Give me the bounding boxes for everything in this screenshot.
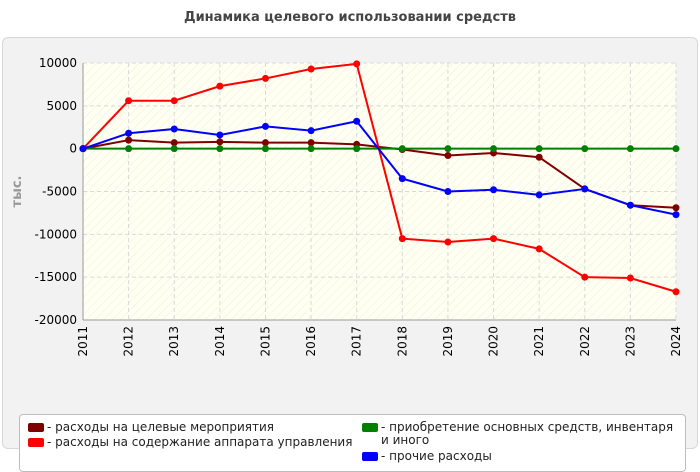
y-tick-label: -5000 — [42, 185, 77, 199]
x-tick-label: 2020 — [487, 326, 501, 357]
data-point — [307, 127, 315, 135]
data-point — [307, 65, 315, 73]
legend-swatch-3 — [362, 423, 378, 432]
data-point — [261, 145, 269, 153]
data-point — [535, 191, 543, 199]
data-point — [581, 185, 589, 193]
legend-swatch-4 — [362, 452, 378, 461]
data-point — [170, 125, 178, 133]
data-point — [444, 152, 452, 160]
data-point — [216, 82, 224, 90]
legend-label-2: - расходы на содержание аппарата управле… — [47, 435, 353, 449]
data-point — [444, 145, 452, 153]
data-point — [307, 139, 315, 147]
data-point — [398, 235, 406, 243]
data-point — [535, 153, 543, 161]
data-point — [581, 145, 589, 153]
series-line — [82, 120, 677, 216]
legend: - расходы на целевые мероприятия - расхо… — [19, 414, 686, 472]
x-tick-label: 2013 — [167, 326, 181, 357]
data-point — [216, 131, 224, 139]
legend-label-4: - прочие расходы — [381, 449, 492, 463]
legend-item-1: - расходы на целевые мероприятия — [28, 421, 348, 434]
data-point — [398, 175, 406, 183]
legend-label-1: - расходы на целевые мероприятия — [47, 420, 274, 434]
data-point — [490, 235, 498, 243]
y-tick-label: 5000 — [46, 99, 77, 113]
legend-swatch-1 — [28, 423, 44, 432]
data-point — [444, 188, 452, 195]
data-point — [125, 97, 133, 105]
y-tick-label: -10000 — [34, 227, 77, 241]
x-tick-label: 2017 — [350, 326, 364, 357]
data-point — [261, 74, 269, 82]
data-point — [307, 145, 315, 153]
chart-panel: 10000 5000 0 -5000 -10000 -15000 -20000 2011 201… — [2, 37, 698, 472]
data-point — [170, 139, 178, 147]
data-point — [261, 139, 269, 147]
data-point — [626, 145, 634, 153]
data-point — [353, 145, 361, 153]
legend-swatch-2 — [28, 438, 44, 447]
x-tick-label: 2015 — [258, 326, 272, 357]
series-line — [82, 139, 677, 209]
y-axis-label: тыс. — [10, 176, 25, 208]
data-point — [535, 145, 543, 153]
x-tick-label: 2024 — [669, 326, 683, 357]
data-point — [125, 129, 133, 137]
y-tick-label: 10000 — [39, 56, 77, 70]
data-point — [216, 145, 224, 153]
data-point — [79, 145, 87, 153]
data-point — [535, 245, 543, 253]
y-tick-label: 0 — [69, 142, 77, 156]
data-point — [125, 145, 133, 153]
data-point — [444, 238, 452, 246]
legend-label-3: - приобретение основных средств, инвента… — [381, 420, 674, 447]
data-point — [170, 145, 178, 153]
data-point — [626, 201, 634, 209]
chart-title: Динамика целевого использовании средств — [184, 10, 516, 25]
series-4 — [79, 117, 680, 219]
data-point — [216, 138, 224, 146]
x-tick-label: 2016 — [304, 326, 318, 357]
x-tick-label: 2022 — [578, 326, 592, 357]
series-group — [79, 60, 680, 296]
data-point — [353, 117, 361, 125]
x-tick-label: 2019 — [441, 326, 455, 357]
data-point — [672, 204, 680, 212]
x-tick-label: 2014 — [213, 326, 227, 357]
legend-item-4: - прочие расходы — [362, 450, 682, 463]
data-point — [672, 145, 680, 153]
x-tick-label: 2012 — [122, 326, 136, 357]
x-tick-label: 2011 — [76, 326, 90, 357]
y-tick-label: -20000 — [34, 313, 77, 327]
x-tick-label: 2018 — [395, 326, 409, 357]
legend-item-3: - приобретение основных средств, инвента… — [362, 421, 682, 447]
data-point — [672, 288, 680, 296]
data-point — [353, 60, 361, 68]
data-point — [490, 145, 498, 153]
legend-item-2: - расходы на содержание аппарата управле… — [28, 436, 358, 449]
data-point — [261, 122, 269, 130]
data-point — [490, 186, 498, 194]
x-tick-label: 2021 — [532, 326, 546, 357]
data-point — [398, 145, 406, 153]
data-point — [125, 136, 133, 144]
y-tick-label: -15000 — [34, 270, 77, 284]
x-tick-label: 2023 — [623, 326, 637, 357]
data-point — [581, 273, 589, 281]
data-point — [672, 211, 680, 219]
data-point — [170, 97, 178, 105]
data-point — [626, 274, 634, 282]
